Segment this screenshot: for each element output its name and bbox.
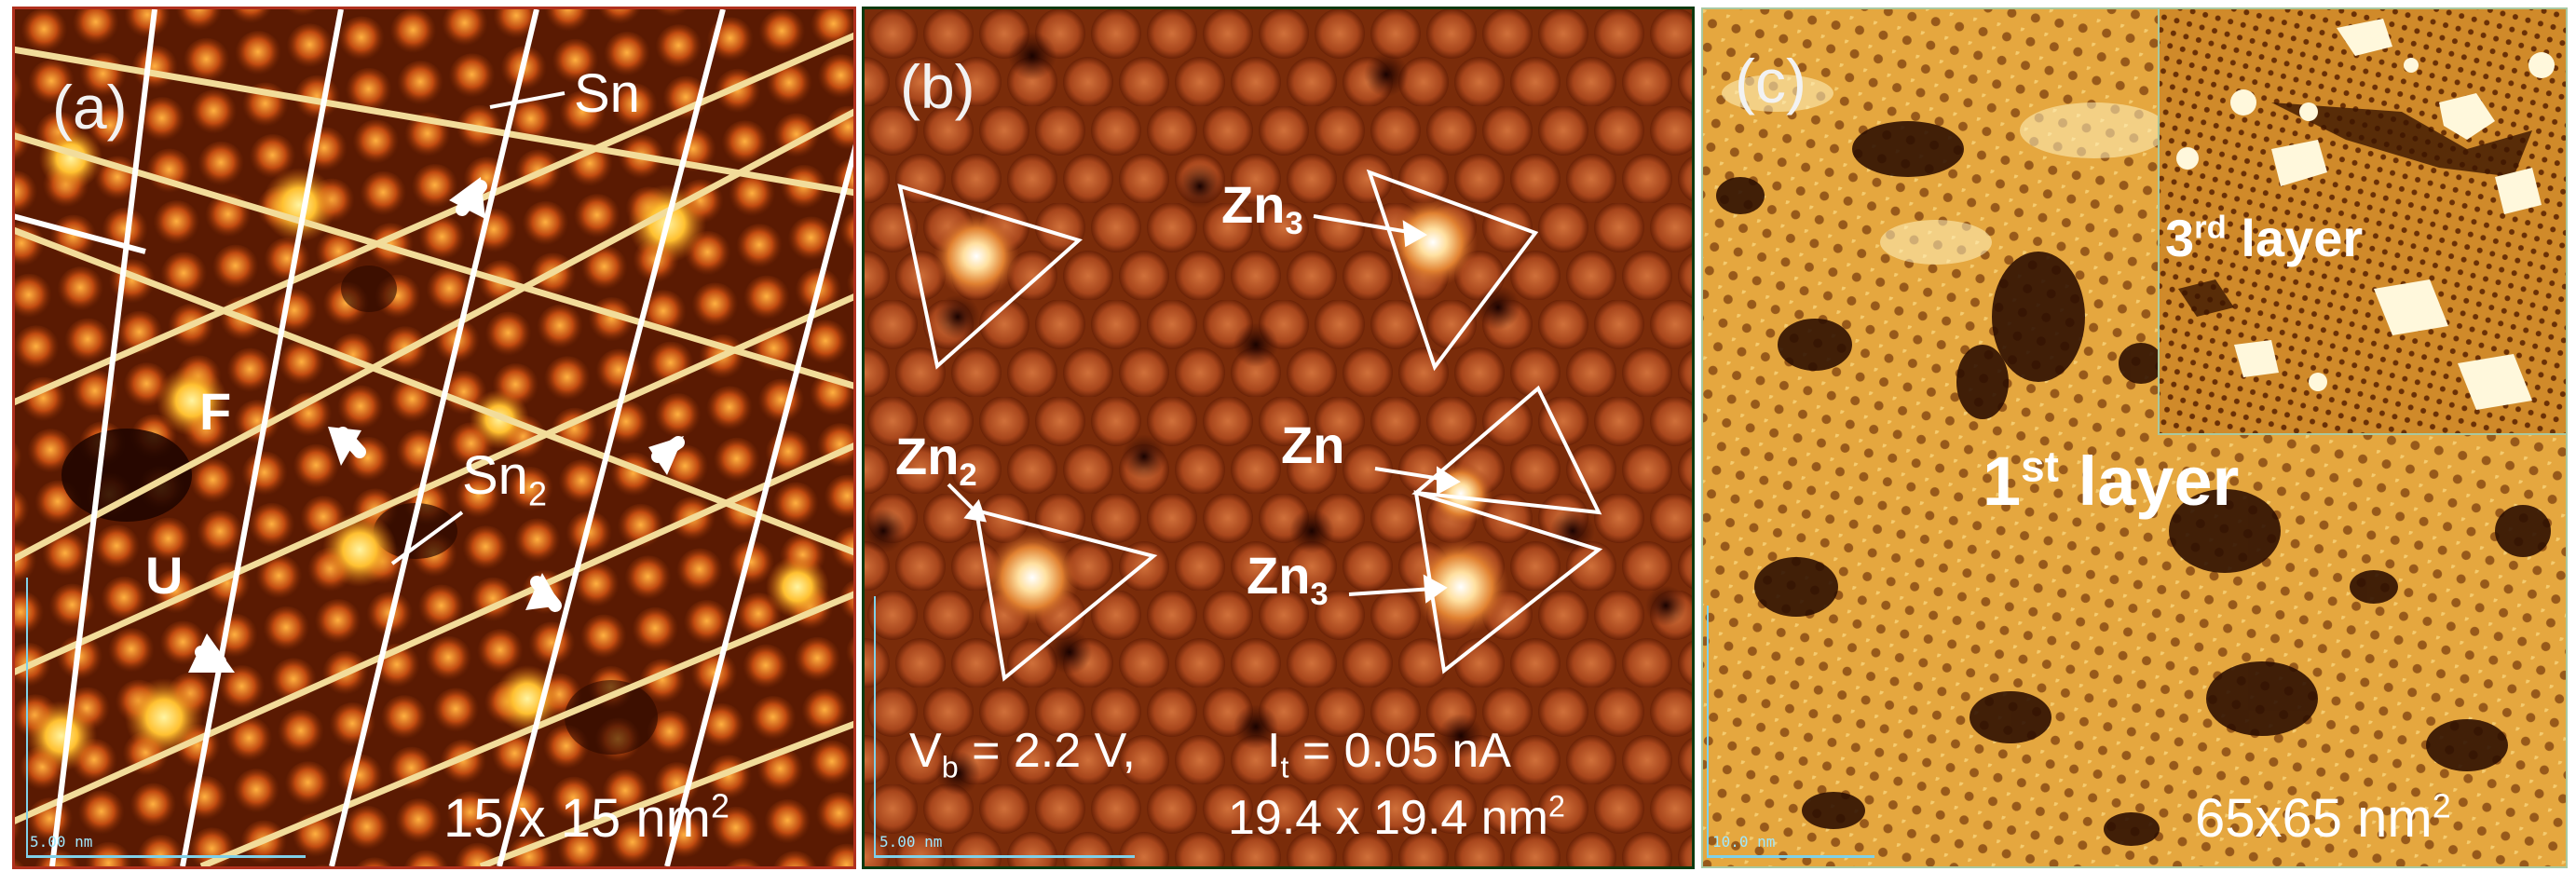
scale-bar	[874, 855, 1135, 858]
scale-bar-text: 5.00 nm	[30, 833, 93, 851]
zn-label: Zn	[1281, 415, 1345, 474]
panel-b-stm-image	[865, 9, 1692, 866]
panel-a-stm-image	[15, 9, 853, 866]
scale-bar-vertical	[874, 596, 876, 857]
zn3-bottom-label: Zn3	[1247, 546, 1329, 613]
bias-voltage-label: Vb = 2.2 V,	[909, 724, 1136, 784]
scale-bar-vertical	[1707, 606, 1709, 857]
panel-c: 3rd layer (c) 1st layer 10.0 nm 65x65 nm…	[1701, 7, 2568, 868]
zn3-top-label: Zn3	[1221, 175, 1303, 242]
third-layer-label: 3rd layer	[2165, 209, 2364, 267]
scale-bar-text: 10.0 nm	[1712, 833, 1776, 851]
zn2-label: Zn2	[895, 427, 977, 494]
inset-stm-image	[2160, 9, 2566, 433]
sn1-label: Sn	[574, 63, 640, 124]
scale-bar	[1707, 855, 1874, 858]
third-layer-inset: 3rd layer	[2158, 9, 2566, 435]
scale-bar-vertical	[26, 578, 28, 857]
panel-b: (b) Zn3 Zn2 Zn Zn3 Vb = 2.2 V, It = 0.05…	[862, 7, 1695, 869]
u-label: U	[145, 546, 184, 605]
scale-bar-text: 5.00 nm	[879, 833, 943, 851]
tunneling-current-label: It = 0.05 nA	[1267, 724, 1511, 784]
first-layer-label: 1st layer	[1983, 442, 2240, 520]
panel-a: (a) Sn Sn2 F U 5.00 nm 15 x 15 nm2	[12, 7, 856, 869]
image-size-label: 15 x 15 nm2	[443, 786, 729, 849]
sn2-label: Sn2	[462, 445, 547, 513]
image-size-label: 65x65 nm2	[2195, 786, 2451, 849]
panel-b-letter: (b)	[900, 52, 975, 121]
f-label: F	[199, 382, 232, 441]
scale-bar	[26, 855, 306, 858]
panel-a-letter: (a)	[52, 73, 128, 142]
panel-c-letter: (c)	[1735, 47, 1806, 116]
image-size-label: 19.4 x 19.4 nm2	[1228, 789, 1565, 845]
